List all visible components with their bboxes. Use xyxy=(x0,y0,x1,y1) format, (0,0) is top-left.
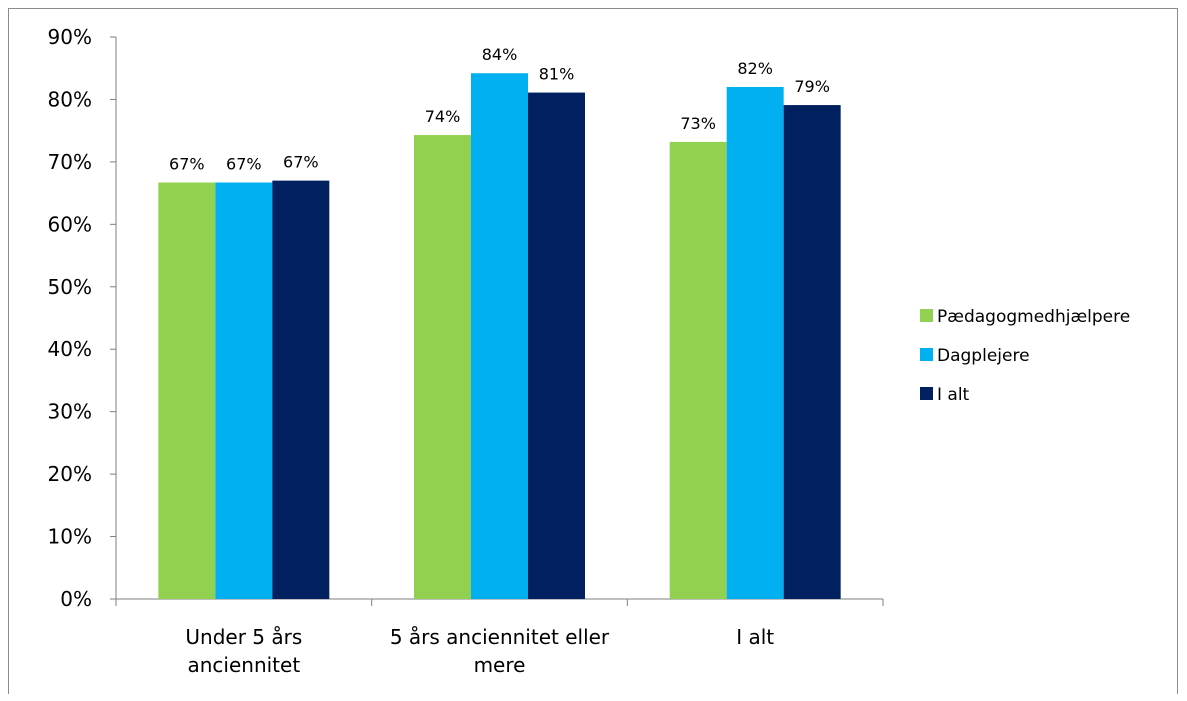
x-category-label: mere xyxy=(474,653,526,677)
x-category-label: 5 års anciennitet eller xyxy=(390,625,610,649)
legend-swatch xyxy=(920,309,933,322)
bar xyxy=(215,182,273,600)
data-label: 79% xyxy=(794,77,830,96)
y-tick-label: 90% xyxy=(48,25,92,49)
x-category-label: anciennitet xyxy=(187,653,300,677)
y-tick-label: 50% xyxy=(48,275,92,299)
data-label: 81% xyxy=(539,65,575,84)
bar xyxy=(528,92,585,599)
data-label: 73% xyxy=(680,114,716,133)
data-label: 67% xyxy=(226,154,262,173)
bar xyxy=(471,73,528,600)
legend-label: Dagplejere xyxy=(937,346,1030,366)
legend-label: I alt xyxy=(937,385,970,405)
bar xyxy=(783,105,841,599)
data-label: 67% xyxy=(169,154,205,173)
bar xyxy=(158,182,216,600)
legend-swatch xyxy=(920,348,933,361)
data-label: 67% xyxy=(283,153,319,172)
data-label: 82% xyxy=(737,59,773,78)
axes: 0% 10% 20% 30% 40% 50% 60% 70% 80% 90% Under 5 års… xyxy=(48,25,884,677)
y-tick-label: 40% xyxy=(48,337,92,361)
y-tick-label: 10% xyxy=(48,525,92,549)
legend: Pædagogmedhjælpere Dagplejere I alt xyxy=(920,307,1130,405)
x-category-label: Under 5 års xyxy=(185,625,302,649)
x-category-label: I alt xyxy=(736,625,774,649)
data-label: 74% xyxy=(425,107,461,126)
data-labels: 67% 67% 67% 74% 84% 81% 73% 82% 79% xyxy=(169,45,830,173)
bar xyxy=(272,180,330,599)
chart-frame xyxy=(8,8,1178,694)
y-tick-label: 80% xyxy=(48,87,92,111)
y-tick-label: 70% xyxy=(48,150,92,174)
legend-label: Pædagogmedhjælpere xyxy=(937,307,1130,327)
y-tick-label: 30% xyxy=(48,400,92,424)
y-tick-label: 60% xyxy=(48,212,92,236)
bar xyxy=(669,141,727,599)
bar xyxy=(414,135,471,599)
data-label: 84% xyxy=(482,45,518,64)
y-tick-label: 0% xyxy=(60,587,92,611)
bars xyxy=(158,73,841,600)
y-tick-label: 20% xyxy=(48,462,92,486)
legend-swatch xyxy=(920,387,933,400)
bar xyxy=(726,86,784,599)
